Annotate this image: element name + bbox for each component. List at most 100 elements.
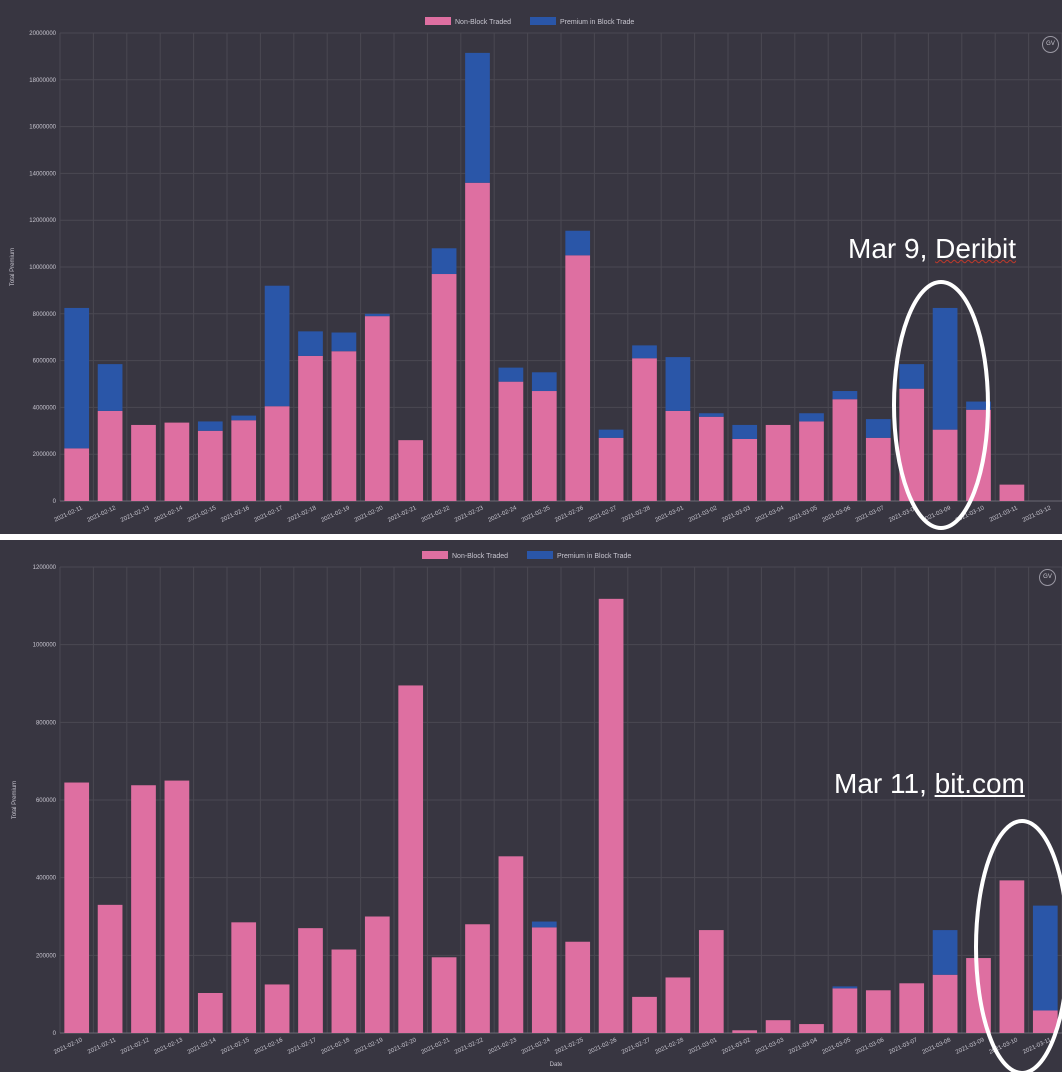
bar-non-block-traded — [498, 381, 524, 501]
x-tick-label: 2021-02-13 — [153, 1037, 184, 1056]
bar-premium-in-block-trade — [97, 364, 123, 411]
bar-premium-in-block-trade — [465, 52, 490, 183]
bar-premium-in-block-trade — [832, 391, 858, 400]
x-tick-label: 2021-03-12 — [1022, 505, 1053, 524]
bar-chart-deribit: 0 2000000 4000000 6000000 8000000 10000000 120… — [10, 17, 1062, 530]
x-tick-label: 2021-02-26 — [588, 1037, 619, 1056]
y-axis-label: Total Premium — [12, 781, 18, 819]
bar-premium-in-block-trade — [698, 413, 724, 417]
y-tick-label: 400000 — [36, 876, 57, 882]
x-tick-label: 2021-02-22 — [454, 1037, 485, 1056]
bar-non-block-traded — [64, 448, 90, 501]
x-tick-label: 2021-02-12 — [120, 1037, 151, 1056]
x-tick-label: 2021-02-14 — [187, 1037, 218, 1056]
bar-non-block-traded — [398, 440, 424, 501]
y-tick-label: 200000 — [36, 953, 57, 959]
bar-non-block-traded — [832, 399, 858, 501]
y-tick-label: 2000000 — [33, 452, 57, 458]
x-tick-label: 2021-02-19 — [320, 505, 351, 524]
callout-exchange-link[interactable]: bit.com — [934, 768, 1025, 799]
bar-non-block-traded — [765, 424, 791, 501]
bar-non-block-traded — [732, 438, 758, 501]
gv-badge-icon[interactable]: GV — [1042, 36, 1059, 53]
bar-non-block-traded — [865, 437, 891, 501]
x-tick-label: 2021-03-04 — [788, 1037, 819, 1056]
bar-non-block-traded — [698, 416, 724, 501]
legend-label-non-block: Non-Block Traded — [455, 19, 511, 26]
bar-non-block-traded — [799, 421, 824, 501]
bar-premium-in-block-trade — [531, 372, 557, 392]
x-tick-label: 2021-02-15 — [187, 505, 218, 524]
x-tick-label: 2021-03-03 — [721, 505, 752, 524]
bar-non-block-traded — [197, 993, 223, 1033]
callout-exchange-link[interactable]: Deribit — [935, 233, 1017, 264]
bar-non-block-traded — [131, 424, 156, 501]
bar-non-block-traded — [298, 355, 323, 501]
x-tick-label: 2021-03-11 — [989, 505, 1020, 524]
gv-badge-icon[interactable]: GV — [1039, 569, 1056, 586]
x-tick-label: 2021-03-02 — [688, 505, 719, 524]
callout-date: Mar 11, — [834, 768, 935, 799]
y-tick-label: 12000000 — [29, 218, 56, 224]
x-tick-label: 2021-03-01 — [654, 505, 685, 524]
x-tick-label: 2021-02-17 — [287, 1037, 318, 1056]
x-tick-label: 2021-02-21 — [387, 505, 418, 524]
bar-premium-in-block-trade — [799, 413, 824, 422]
legend-swatch-non-block — [425, 17, 451, 25]
x-tick-label: 2021-02-19 — [354, 1037, 385, 1056]
x-tick-label: 2021-03-05 — [821, 1037, 852, 1056]
y-tick-label: 0 — [53, 1031, 57, 1037]
x-tick-label: 2021-03-02 — [721, 1037, 752, 1056]
bar-non-block-traded — [565, 941, 591, 1033]
x-tick-label: 2021-02-20 — [387, 1037, 418, 1056]
legend-swatch-block — [527, 551, 553, 559]
bar-non-block-traded — [598, 437, 624, 501]
bar-premium-in-block-trade — [431, 248, 457, 275]
bar-non-block-traded — [64, 782, 90, 1033]
bar-non-block-traded — [164, 422, 190, 501]
bar-non-block-traded — [364, 916, 390, 1033]
bar-chart-bitcom: 0 200000 400000 600000 800000 1000000 1200000 2… — [12, 551, 1062, 1072]
bar-non-block-traded — [264, 984, 290, 1033]
bar-non-block-traded — [632, 996, 657, 1033]
x-tick-label: 2021-03-01 — [688, 1037, 719, 1056]
bar-premium-in-block-trade — [298, 331, 323, 356]
y-tick-label: 800000 — [36, 720, 57, 726]
legend-label-non-block: Non-Block Traded — [452, 553, 508, 560]
bar-non-block-traded — [565, 255, 591, 501]
highlight-ellipse — [892, 280, 990, 530]
bar-premium-in-block-trade — [832, 986, 858, 989]
x-tick-label: 2021-02-27 — [621, 1037, 652, 1056]
x-tick-label: 2021-02-13 — [120, 505, 151, 524]
x-tick-label: 2021-02-26 — [554, 505, 585, 524]
bar-non-block-traded — [665, 410, 691, 501]
y-tick-label: 0 — [53, 499, 57, 505]
bar-non-block-traded — [632, 358, 657, 501]
callout-label-deribit: Mar 9, Deribit — [848, 233, 1016, 265]
x-tick-label: 2021-02-12 — [87, 505, 118, 524]
bar-non-block-traded — [1032, 1010, 1058, 1033]
bar-premium-in-block-trade — [865, 419, 891, 438]
y-tick-label: 4000000 — [33, 405, 57, 411]
x-tick-label: 2021-02-18 — [320, 1037, 351, 1056]
y-tick-label: 8000000 — [33, 312, 57, 318]
bar-premium-in-block-trade — [64, 307, 90, 449]
bar-non-block-traded — [465, 924, 490, 1033]
bar-non-block-traded — [231, 420, 257, 501]
y-tick-label: 16000000 — [29, 125, 56, 131]
x-tick-label: 2021-03-06 — [855, 1037, 886, 1056]
x-tick-label: 2021-03-07 — [888, 1037, 919, 1056]
x-tick-label: 2021-02-20 — [354, 505, 385, 524]
x-tick-label: 2021-03-05 — [788, 505, 819, 524]
x-tick-label: 2021-02-11 — [54, 505, 85, 524]
bar-non-block-traded — [999, 484, 1025, 501]
bar-premium-in-block-trade — [565, 230, 591, 256]
bar-premium-in-block-trade — [231, 415, 257, 421]
bar-non-block-traded — [531, 927, 557, 1033]
bar-non-block-traded — [331, 351, 357, 501]
bar-non-block-traded — [498, 856, 524, 1033]
bar-non-block-traded — [97, 904, 123, 1033]
bar-premium-in-block-trade — [665, 357, 691, 411]
bar-premium-in-block-trade — [598, 429, 624, 438]
bar-non-block-traded — [264, 406, 290, 501]
